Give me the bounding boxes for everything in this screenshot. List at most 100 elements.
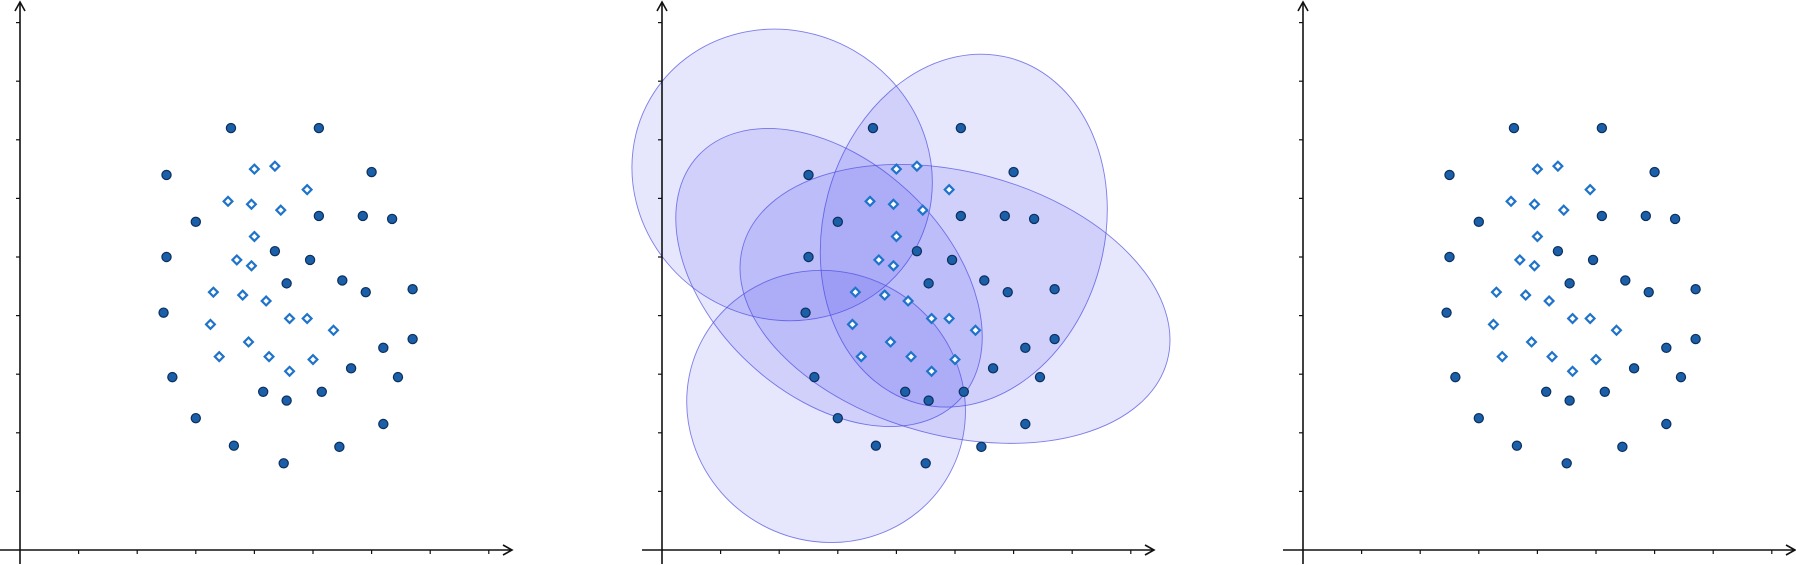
data-point-circle: [1444, 169, 1455, 181]
data-point-circle: [911, 245, 923, 257]
data-point-diamond: [916, 204, 929, 217]
data-point-diamond: [248, 163, 261, 176]
data-point-diamond: [864, 195, 876, 208]
data-point-diamond: [1531, 163, 1544, 176]
data-point-circle: [923, 395, 934, 406]
cluster-ellipse: [686, 269, 966, 543]
data-point-circle: [809, 371, 820, 383]
data-point-diamond: [301, 183, 314, 196]
data-point-diamond: [943, 312, 956, 325]
data-point-diamond: [1590, 353, 1602, 366]
scatter-panel-right: [1283, 0, 1796, 564]
data-point-diamond: [230, 253, 243, 266]
data-point-circle: [1690, 284, 1701, 295]
data-point-circle: [161, 251, 172, 263]
data-point-circle: [999, 210, 1011, 222]
data-point-circle: [976, 441, 987, 453]
data-point-circle: [1617, 441, 1628, 453]
data-point-circle: [958, 386, 969, 397]
data-point-diamond: [283, 312, 296, 325]
data-point-diamond: [1528, 198, 1541, 211]
data-point-diamond: [878, 289, 891, 302]
data-point-circle: [955, 210, 967, 222]
data-point-circle: [190, 216, 201, 228]
data-point-circle: [228, 440, 240, 451]
data-point-circle: [1020, 418, 1031, 430]
data-point-diamond: [925, 312, 938, 325]
data-point-circle: [979, 275, 990, 286]
y-axis-arrow: [1297, 0, 1309, 12]
data-point-circle: [870, 440, 882, 451]
data-point-diamond: [1584, 312, 1597, 325]
data-point-circle: [161, 169, 172, 181]
data-point-circle: [832, 412, 844, 424]
data-point-diamond: [307, 353, 319, 366]
x-axis-arrow: [502, 544, 514, 556]
x-axis-arrow: [1144, 544, 1156, 556]
data-point-diamond: [1525, 336, 1538, 348]
data-point-circle: [1508, 122, 1520, 134]
y-axis-arrow: [656, 0, 668, 12]
data-point-circle: [1049, 284, 1060, 295]
data-point-circle: [257, 386, 269, 397]
data-point-diamond: [1566, 312, 1579, 325]
data-point-circle: [269, 245, 281, 257]
data-point-circle: [1596, 122, 1608, 134]
data-point-diamond: [245, 198, 258, 211]
data-point-circle: [316, 386, 327, 397]
data-point-diamond: [846, 318, 859, 331]
x-axis-arrow: [1785, 544, 1796, 556]
axes: [0, 0, 514, 564]
data-point-diamond: [327, 324, 340, 337]
data-point-circle: [803, 169, 814, 181]
data-point-diamond: [1531, 230, 1544, 243]
data-point-circle: [1008, 166, 1019, 178]
data-point-circle: [334, 441, 345, 453]
data-point-diamond: [910, 160, 923, 173]
data-point-circle: [1511, 440, 1523, 451]
data-point-diamond: [274, 204, 287, 217]
data-point-circle: [832, 216, 844, 228]
data-point-circle: [1669, 213, 1681, 225]
data-point-circle: [167, 371, 178, 383]
data-point-diamond: [887, 198, 900, 211]
data-point-circle: [1564, 395, 1575, 406]
data-point-circle: [1596, 210, 1608, 222]
data-point-diamond: [1566, 365, 1579, 378]
data-point-circle: [386, 213, 398, 225]
data-point-circle: [1643, 286, 1654, 298]
data-point-diamond: [1546, 350, 1559, 363]
data-point-circle: [378, 342, 389, 354]
data-point-diamond: [1496, 350, 1509, 363]
data-point-diamond: [236, 289, 249, 302]
data-point-diamond: [248, 230, 261, 243]
data-point-diamond: [905, 350, 918, 363]
data-point-circle: [1450, 371, 1461, 383]
data-point-circle: [1628, 363, 1640, 374]
data-point-diamond: [849, 286, 862, 299]
data-point-circle: [803, 251, 814, 263]
data-point-circle: [1552, 245, 1564, 257]
data-point-circle: [190, 412, 201, 424]
data-point-diamond: [213, 350, 226, 363]
data-point-circle: [1564, 278, 1575, 289]
axes: [1283, 0, 1796, 564]
data-point-diamond: [902, 294, 915, 307]
data-point-circle: [1661, 418, 1672, 430]
data-point-circle: [345, 363, 357, 374]
data-point-diamond: [1543, 294, 1556, 307]
data-point-diamond: [855, 350, 868, 363]
y-axis-arrow: [14, 0, 26, 12]
data-point-diamond: [884, 336, 897, 348]
data-point-diamond: [260, 294, 273, 307]
data-point-diamond: [268, 160, 281, 173]
data-point-diamond: [1487, 318, 1500, 331]
data-point-circle: [360, 286, 371, 298]
data-point-circle: [313, 122, 325, 134]
data-point-circle: [158, 307, 169, 318]
data-point-circle: [378, 418, 389, 430]
data-point-diamond: [1513, 253, 1526, 266]
data-point-circle: [1020, 342, 1031, 354]
data-point-circle: [923, 278, 934, 289]
data-point-circle: [1640, 210, 1652, 222]
